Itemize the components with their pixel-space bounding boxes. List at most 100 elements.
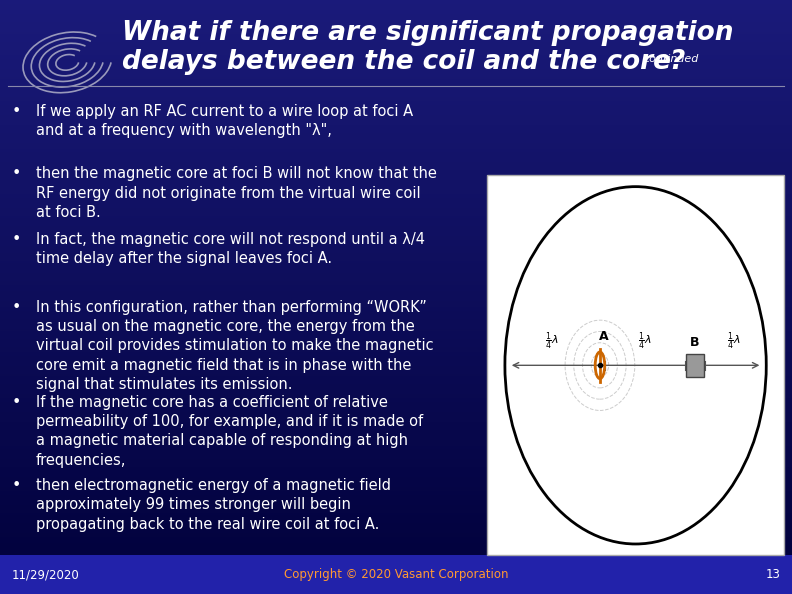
Bar	[0, 289, 792, 291]
Text: $\frac{1}{4}\lambda$: $\frac{1}{4}\lambda$	[638, 331, 652, 352]
Bar	[0, 188, 792, 190]
Bar	[0, 358, 792, 361]
Bar	[0, 12, 792, 14]
Bar	[0, 473, 792, 475]
Bar	[0, 48, 792, 49]
Bar	[0, 192, 792, 194]
Bar	[0, 24, 792, 26]
Bar	[0, 505, 792, 507]
Bar	[0, 493, 792, 495]
Bar	[0, 554, 792, 557]
Bar	[0, 541, 792, 542]
Bar	[0, 523, 792, 525]
Bar	[0, 400, 792, 402]
Bar	[0, 489, 792, 491]
Bar	[0, 257, 792, 260]
Bar	[0, 366, 792, 368]
Bar	[0, 129, 792, 131]
Bar	[0, 283, 792, 285]
Bar	[0, 303, 792, 305]
Bar	[0, 465, 792, 467]
Bar	[0, 271, 792, 273]
Bar	[0, 435, 792, 438]
Bar	[0, 174, 792, 176]
Bar	[0, 457, 792, 459]
Bar	[0, 546, 792, 548]
Bar	[0, 73, 792, 75]
Bar	[0, 168, 792, 170]
Bar	[0, 0, 792, 2]
Bar	[0, 539, 792, 541]
Bar	[0, 334, 792, 337]
Bar	[0, 446, 792, 447]
Bar	[0, 40, 792, 42]
Bar	[0, 172, 792, 174]
Bar	[0, 483, 792, 485]
Bar	[0, 105, 792, 107]
Bar	[0, 93, 792, 95]
Bar	[0, 313, 792, 315]
Bar	[0, 228, 792, 230]
Bar	[0, 255, 792, 257]
Bar	[0, 491, 792, 493]
Bar	[0, 398, 792, 400]
Bar	[0, 479, 792, 481]
Bar	[0, 204, 792, 206]
Bar	[0, 368, 792, 370]
Bar	[0, 260, 792, 261]
Bar	[0, 287, 792, 289]
Bar	[0, 521, 792, 523]
Bar	[0, 285, 792, 287]
Bar	[0, 422, 792, 424]
Bar	[0, 497, 792, 499]
Bar	[0, 8, 792, 10]
Bar	[0, 477, 792, 479]
Bar	[0, 404, 792, 406]
Bar	[0, 527, 792, 529]
Bar	[0, 408, 792, 410]
Bar	[0, 295, 792, 297]
Bar	[0, 87, 792, 89]
Bar	[0, 364, 792, 366]
Bar	[0, 166, 792, 168]
Bar	[0, 429, 792, 432]
Text: ?: ?	[669, 49, 684, 75]
Bar	[0, 125, 792, 127]
Bar	[0, 507, 792, 509]
Bar	[0, 89, 792, 91]
Bar	[0, 319, 792, 321]
Bar	[0, 551, 792, 552]
Bar	[0, 144, 792, 147]
Bar	[0, 394, 792, 396]
Ellipse shape	[505, 187, 767, 544]
Bar	[0, 374, 792, 376]
Bar	[0, 55, 792, 58]
Bar	[0, 536, 792, 539]
Bar	[0, 220, 792, 222]
Bar	[0, 266, 792, 267]
Text: Copyright © 2020 Vasant Corporation: Copyright © 2020 Vasant Corporation	[284, 568, 508, 581]
Bar	[0, 305, 792, 307]
Bar	[0, 388, 792, 390]
Bar	[0, 131, 792, 132]
Bar	[0, 123, 792, 125]
Bar	[0, 36, 792, 37]
Bar	[0, 238, 792, 239]
Bar	[0, 501, 792, 503]
Bar	[0, 441, 792, 444]
Bar	[0, 42, 792, 43]
Bar	[0, 184, 792, 186]
Bar	[0, 165, 792, 166]
Bar	[0, 248, 792, 249]
Bar	[0, 79, 792, 81]
Bar	[0, 459, 792, 462]
Bar	[0, 513, 792, 515]
Bar	[0, 67, 792, 69]
Bar	[0, 242, 792, 244]
Bar	[0, 65, 792, 67]
Bar	[0, 214, 792, 216]
Bar	[0, 160, 792, 162]
Bar	[0, 424, 792, 426]
Text: then the magnetic core at foci B will not know that the
RF energy did not origin: then the magnetic core at foci B will no…	[36, 166, 436, 220]
Bar	[0, 22, 792, 24]
